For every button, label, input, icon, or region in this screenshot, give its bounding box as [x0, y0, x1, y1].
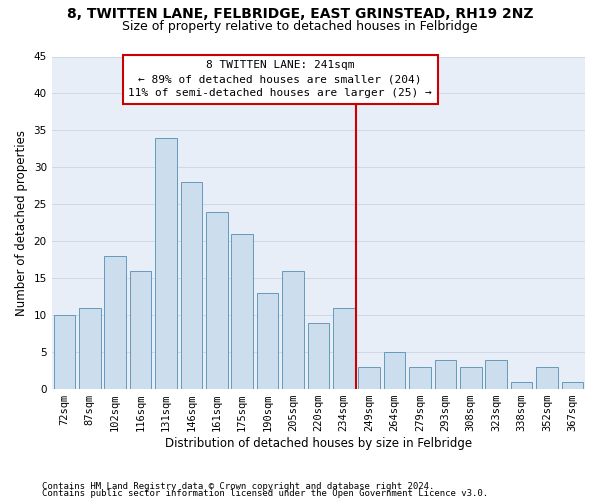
Bar	[536, 367, 557, 389]
Bar	[358, 367, 380, 389]
Text: Contains HM Land Registry data © Crown copyright and database right 2024.: Contains HM Land Registry data © Crown c…	[42, 482, 434, 491]
Bar	[308, 322, 329, 389]
Bar	[53, 315, 75, 389]
X-axis label: Distribution of detached houses by size in Felbridge: Distribution of detached houses by size …	[165, 437, 472, 450]
Bar	[130, 271, 151, 389]
Bar	[434, 360, 456, 389]
Bar	[333, 308, 355, 389]
Text: Contains public sector information licensed under the Open Government Licence v3: Contains public sector information licen…	[42, 490, 488, 498]
Y-axis label: Number of detached properties: Number of detached properties	[15, 130, 28, 316]
Bar	[257, 293, 278, 389]
Bar	[460, 367, 482, 389]
Bar	[409, 367, 431, 389]
Bar	[79, 308, 101, 389]
Bar	[181, 182, 202, 389]
Bar	[282, 271, 304, 389]
Bar	[511, 382, 532, 389]
Text: 8, TWITTEN LANE, FELBRIDGE, EAST GRINSTEAD, RH19 2NZ: 8, TWITTEN LANE, FELBRIDGE, EAST GRINSTE…	[67, 8, 533, 22]
Bar	[155, 138, 177, 389]
Bar	[384, 352, 406, 389]
Bar	[485, 360, 507, 389]
Text: Size of property relative to detached houses in Felbridge: Size of property relative to detached ho…	[122, 20, 478, 33]
Bar	[562, 382, 583, 389]
Bar	[206, 212, 227, 389]
Text: 8 TWITTEN LANE: 241sqm
← 89% of detached houses are smaller (204)
11% of semi-de: 8 TWITTEN LANE: 241sqm ← 89% of detached…	[128, 60, 432, 98]
Bar	[232, 234, 253, 389]
Bar	[104, 256, 126, 389]
